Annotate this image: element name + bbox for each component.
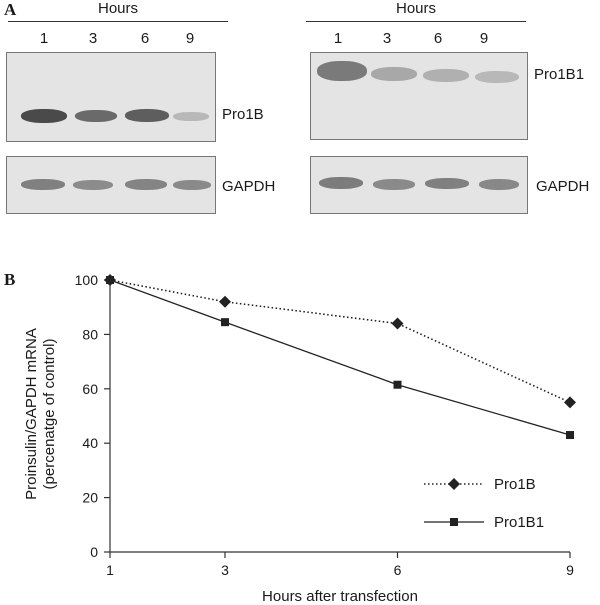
y-tick-label: 80: [82, 326, 98, 342]
y-tick-label: 20: [82, 490, 98, 506]
pro1b-band-6h: [125, 109, 169, 122]
data-point-pro1b1: [393, 380, 402, 389]
x-tick-label: 1: [106, 562, 114, 578]
left-gapdh-blot: [6, 156, 216, 214]
y-tick-label: 0: [90, 544, 98, 560]
pro1b1-band-1h: [317, 61, 367, 81]
chart-legend: Pro1B Pro1B1: [424, 476, 544, 531]
panel-a-letter: A: [4, 0, 17, 19]
data-point-pro1b1: [566, 431, 574, 440]
pro1b1-blot: [310, 52, 528, 140]
right-gapdh-blot: [310, 156, 528, 214]
pro1b-blot: [6, 52, 216, 142]
pro1b-band-3h: [75, 110, 117, 122]
left-lane-1: 1: [39, 30, 49, 47]
line-chart: 0 20 40 60 80 100 1 3 6 9 Pro1B Pro1B1 Proinsulin/…: [23, 272, 576, 605]
left-hours-rule: [8, 21, 228, 22]
legend-marker-pro1b: [448, 478, 460, 490]
right-gapdh-band-1h: [319, 177, 363, 189]
right-lane-1: 1: [333, 30, 343, 47]
data-point-pro1b: [219, 295, 231, 308]
pro1b1-blot-label: Pro1B1: [534, 66, 585, 83]
left-gapdh-label: GAPDH: [222, 178, 276, 195]
x-axis-title: Hours after transfection: [262, 588, 418, 605]
data-point-pro1b1: [221, 318, 229, 327]
right-gapdh-band-6h: [425, 178, 469, 189]
y-tick-label: 40: [82, 435, 98, 451]
panel-b-letter: B: [4, 270, 16, 289]
right-lane-3: 3: [382, 30, 392, 47]
right-lane-9: 9: [479, 30, 489, 47]
right-lane-6: 6: [433, 30, 443, 47]
chart-axes: 0 20 40 60 80 100 1 3 6 9: [75, 272, 574, 578]
x-tick-label: 9: [566, 562, 574, 578]
data-point-pro1b: [391, 317, 404, 330]
pro1b1-band-6h: [423, 69, 469, 82]
series-line-pro1b: [109, 279, 571, 404]
pro1b-band-9h: [173, 112, 209, 121]
series-line-pro1b1: [109, 279, 571, 436]
chart-series: [104, 274, 576, 440]
pro1b-band-1h: [21, 109, 67, 123]
y-axis-title-line1: Proinsulin/GAPDH mRNA: [23, 328, 40, 500]
right-gapdh-label: GAPDH: [536, 178, 590, 195]
data-point-pro1b1: [106, 276, 114, 284]
x-tick-label: 6: [394, 562, 402, 578]
left-gapdh-band-1h: [21, 179, 65, 190]
right-gapdh-band-3h: [373, 179, 415, 190]
right-gapdh-band-9h: [479, 179, 519, 190]
y-tick-label: 60: [82, 381, 98, 397]
y-tick-label: 100: [75, 272, 99, 288]
pro1b1-band-9h: [475, 71, 519, 83]
left-lane-6: 6: [140, 30, 150, 47]
left-gapdh-band-6h: [125, 179, 167, 190]
pro1b-blot-label: Pro1B: [222, 106, 264, 123]
x-tick-label: 3: [221, 562, 229, 578]
left-gapdh-band-3h: [73, 180, 113, 190]
left-hours-label: Hours: [97, 0, 138, 17]
legend-label-pro1b1: Pro1B1: [494, 514, 544, 531]
y-axis-title-line2: (percenatge of control): [41, 339, 58, 490]
right-hours-label: Hours: [395, 0, 436, 17]
left-lane-9: 9: [185, 30, 195, 47]
data-point-pro1b: [564, 396, 576, 409]
left-lane-3: 3: [88, 30, 98, 47]
pro1b1-band-3h: [371, 67, 417, 81]
right-hours-rule: [306, 21, 526, 22]
legend-marker-pro1b1: [450, 518, 458, 526]
left-gapdh-band-9h: [173, 180, 211, 190]
legend-label-pro1b: Pro1B: [494, 476, 536, 493]
